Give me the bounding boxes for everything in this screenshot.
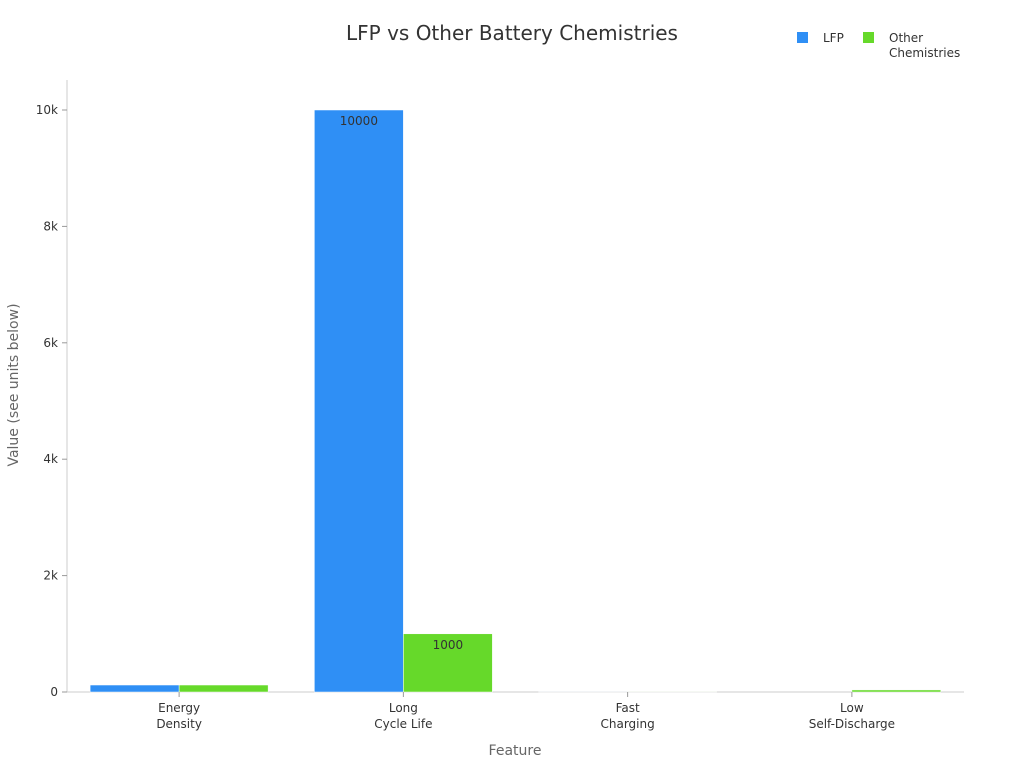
x-axis-label: Feature bbox=[489, 743, 542, 759]
x-tick-label: Charging bbox=[601, 717, 655, 731]
y-tick-label: 6k bbox=[43, 336, 58, 350]
chart-title: LFP vs Other Battery Chemistries bbox=[346, 21, 678, 45]
bar-other-chemistries bbox=[178, 684, 269, 693]
x-tick-label: Fast bbox=[616, 701, 640, 715]
bar-lfp bbox=[314, 109, 404, 693]
y-tick-label: 10k bbox=[36, 103, 58, 117]
x-tick-label: Long bbox=[389, 701, 418, 715]
legend-label: Chemistries bbox=[889, 46, 960, 60]
legend-swatch bbox=[797, 32, 808, 43]
bar-lfp bbox=[89, 684, 180, 693]
bar-other-chemistries bbox=[403, 633, 493, 693]
x-tick-label: Self-Discharge bbox=[809, 717, 895, 731]
y-tick-label: 0 bbox=[50, 685, 58, 699]
bar-other-chemistries bbox=[851, 689, 942, 693]
y-axis-label: Value (see units below) bbox=[6, 303, 22, 466]
data-label: 10000 bbox=[340, 114, 378, 128]
x-tick-label: Low bbox=[840, 701, 864, 715]
y-tick-label: 4k bbox=[43, 452, 58, 466]
x-tick-label: Energy bbox=[158, 701, 200, 715]
y-tick-label: 2k bbox=[43, 569, 58, 583]
y-tick-label: 8k bbox=[43, 219, 58, 233]
legend-item[interactable]: LFP bbox=[797, 31, 844, 45]
legend-label: Other bbox=[889, 31, 923, 45]
legend-label: LFP bbox=[823, 31, 844, 45]
data-label: 1000 bbox=[433, 638, 464, 652]
x-tick-label: Density bbox=[156, 717, 202, 731]
x-tick-label: Cycle Life bbox=[374, 717, 432, 731]
legend-swatch bbox=[863, 32, 874, 43]
